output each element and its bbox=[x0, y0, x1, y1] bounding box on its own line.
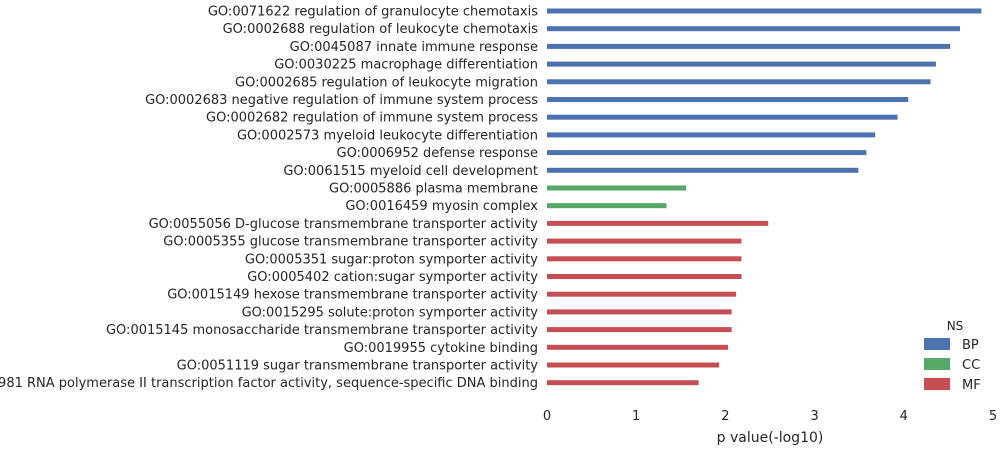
category-label-0: GO:0071622 regulation of granulocyte che… bbox=[208, 5, 538, 20]
bar-9 bbox=[547, 167, 859, 173]
bar-13 bbox=[547, 238, 742, 244]
category-labels-group: GO:0071622 regulation of granulocyte che… bbox=[0, 5, 538, 392]
legend-label-mf: MF bbox=[962, 378, 981, 393]
x-tick-label-0: 0 bbox=[543, 409, 551, 424]
bar-16 bbox=[547, 291, 737, 297]
category-label-11: GO:0016459 myosin complex bbox=[345, 199, 538, 214]
bar-17 bbox=[547, 309, 732, 315]
category-label-12: GO:0055056 D-glucose transmembrane trans… bbox=[149, 217, 539, 232]
legend-swatch-bp bbox=[924, 338, 950, 350]
category-label-3: GO:0030225 macrophage differentiation bbox=[274, 58, 538, 73]
legend-label-cc: CC bbox=[962, 358, 980, 373]
bar-2 bbox=[547, 43, 951, 49]
category-label-16: GO:0015149 hexose transmembrane transpor… bbox=[167, 288, 538, 303]
category-label-1: GO:0002688 regulation of leukocyte chemo… bbox=[223, 22, 539, 37]
bars-group bbox=[547, 8, 982, 386]
x-tick-label-5: 5 bbox=[989, 409, 997, 424]
bar-8 bbox=[547, 150, 867, 156]
bar-11 bbox=[547, 203, 667, 209]
bar-12 bbox=[547, 220, 769, 226]
category-label-5: GO:0002683 negative regulation of immune… bbox=[145, 93, 538, 108]
bar-4 bbox=[547, 79, 931, 85]
bar-14 bbox=[547, 256, 742, 262]
x-tick-label-1: 1 bbox=[632, 409, 640, 424]
category-label-4: GO:0002685 regulation of leukocyte migra… bbox=[235, 75, 538, 90]
bar-1 bbox=[547, 26, 960, 32]
legend: NS BP CC MF bbox=[924, 319, 981, 393]
legend-title: NS bbox=[947, 319, 964, 333]
category-label-6: GO:0002682 regulation of immune system p… bbox=[206, 111, 538, 126]
bar-19 bbox=[547, 344, 729, 350]
bar-20 bbox=[547, 362, 720, 368]
bar-10 bbox=[547, 185, 687, 191]
category-label-20: GO:0051119 sugar transmembrane transport… bbox=[177, 359, 539, 374]
category-label-10: GO:0005886 plasma membrane bbox=[329, 182, 538, 197]
legend-swatch-mf bbox=[924, 378, 950, 390]
bar-21 bbox=[547, 380, 699, 386]
category-label-21: GO:0000981 RNA polymerase II transcripti… bbox=[0, 376, 538, 391]
category-label-9: GO:0061515 myeloid cell development bbox=[283, 164, 538, 179]
category-label-18: GO:0015145 monosaccharide transmembrane … bbox=[106, 323, 538, 338]
category-label-7: GO:0002573 myeloid leukocyte differentia… bbox=[237, 128, 538, 143]
category-label-8: GO:0006952 defense response bbox=[337, 146, 539, 161]
category-label-2: GO:0045087 innate immune response bbox=[290, 40, 538, 55]
category-label-15: GO:0005402 cation:sugar symporter activi… bbox=[247, 270, 538, 285]
x-tick-labels-group: 0 1 2 3 4 5 bbox=[543, 409, 997, 424]
bar-15 bbox=[547, 274, 742, 279]
category-label-17: GO:0015295 solute:proton symporter activ… bbox=[242, 305, 539, 320]
bar-3 bbox=[547, 61, 936, 67]
legend-swatch-cc bbox=[924, 358, 950, 370]
x-axis-label: p value(-log10) bbox=[717, 430, 824, 446]
category-label-19: GO:0019955 cytokine binding bbox=[344, 341, 538, 356]
bar-7 bbox=[547, 132, 876, 138]
x-tick-label-4: 4 bbox=[900, 409, 908, 424]
category-label-14: GO:0005351 sugar:proton symporter activi… bbox=[245, 252, 538, 267]
legend-label-bp: BP bbox=[962, 338, 979, 353]
bar-6 bbox=[547, 114, 898, 120]
category-label-13: GO:0005355 glucose transmembrane transpo… bbox=[163, 235, 538, 250]
x-tick-label-2: 2 bbox=[721, 409, 729, 424]
bar-18 bbox=[547, 327, 732, 333]
bar-5 bbox=[547, 97, 909, 102]
x-tick-label-3: 3 bbox=[810, 409, 818, 424]
bar-0 bbox=[547, 8, 982, 14]
